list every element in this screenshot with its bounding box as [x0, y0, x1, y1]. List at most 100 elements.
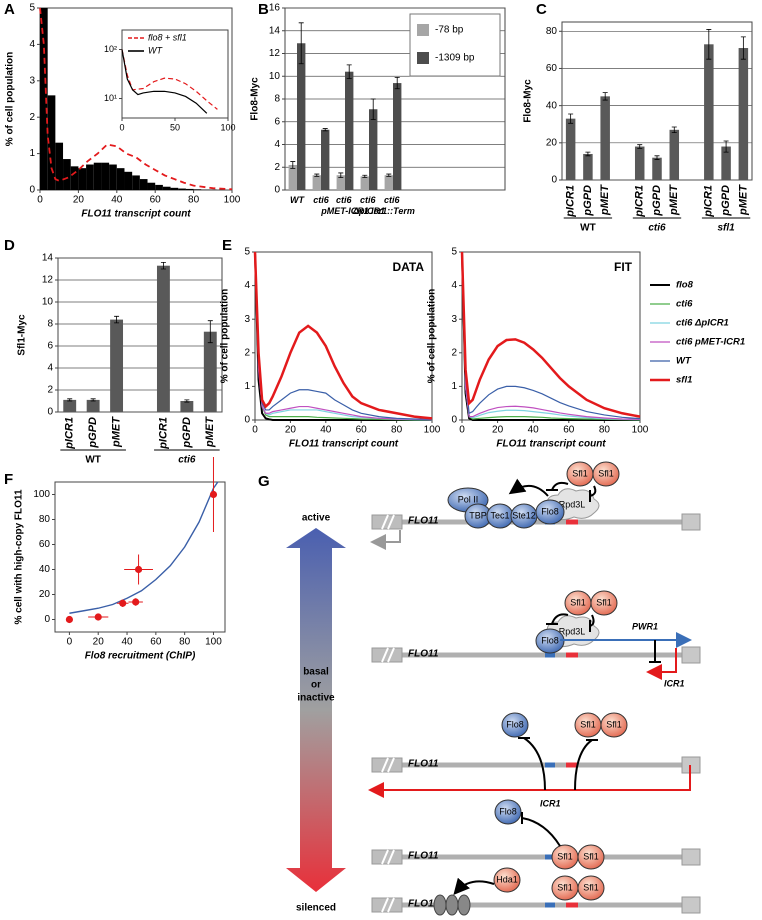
y-tick-label: 10²: [104, 44, 117, 54]
y-tick-label: 4: [244, 280, 250, 291]
y-tick-label: 1: [451, 381, 457, 392]
y-tick-label: 2: [244, 347, 250, 358]
gene-end: [681, 646, 701, 664]
x-axis-label: FLO11 transcript count: [289, 439, 399, 450]
y-axis-label: Sfl1-Myc: [17, 314, 28, 356]
y-axis-label: % of cell population: [427, 289, 438, 383]
protein-label: Sfl1: [557, 851, 573, 861]
x-tick-label: 100: [424, 425, 441, 436]
error-bar: [370, 98, 376, 120]
protein-label: Sfl1: [598, 468, 614, 478]
legend-box: [409, 13, 501, 77]
histogram-bar: [170, 187, 179, 190]
error-bar: [160, 262, 166, 270]
error-bar: [338, 172, 344, 178]
error-bar: [602, 92, 608, 101]
arrow: [574, 739, 593, 791]
x-tick-label: 80: [599, 425, 611, 436]
histogram-bar: [147, 182, 156, 190]
site: [545, 902, 555, 908]
bar: [738, 48, 749, 180]
point: [132, 598, 140, 606]
y-tick-label: 16: [269, 3, 281, 14]
panel-letter: A: [4, 1, 15, 18]
protein-label: Flo8: [541, 506, 559, 516]
gene-label: FLO11: [408, 649, 439, 660]
histogram-bar: [63, 159, 71, 190]
y-axis-label: % of cell population: [5, 52, 16, 146]
arrow: [521, 817, 561, 847]
x-tick-label: pMET: [737, 184, 749, 216]
histogram-bar: [47, 95, 56, 190]
panel-letter: B: [258, 1, 269, 18]
y-tick-label: 3: [244, 314, 250, 325]
series-line: [461, 251, 641, 420]
x-tick-label: pICR1: [157, 417, 169, 450]
legend-swatch: [417, 52, 429, 64]
arrow: [453, 877, 495, 896]
legend-label: WT: [148, 45, 163, 55]
bar: [360, 176, 369, 190]
arrow: [370, 530, 401, 550]
site: [566, 652, 578, 658]
y-tick-label: 10¹: [104, 93, 117, 103]
site: [545, 854, 555, 860]
arrow: [551, 613, 569, 625]
x-tick-label: 0: [67, 637, 73, 648]
y-tick-label: 4: [451, 280, 457, 291]
y-axis-label: Flo8-Myc: [523, 79, 534, 123]
point: [65, 615, 74, 624]
protein-label: Sfl1: [583, 851, 599, 861]
y-tick-label: 3: [451, 314, 457, 325]
protein-label: Sfl1: [572, 468, 588, 478]
chart-title: FIT: [614, 260, 633, 274]
y-tick-label: 80: [546, 26, 558, 37]
transcript-label: PWR1: [632, 621, 658, 631]
plot-frame: [461, 251, 641, 421]
y-tick-label: 6: [47, 341, 53, 352]
x-tick-label: pICR1: [565, 185, 577, 218]
error-bar: [386, 173, 392, 177]
arrow: [589, 485, 597, 497]
legend-label: cti6 pMET-ICR1: [676, 337, 745, 348]
site: [545, 762, 555, 768]
error-bar: [362, 174, 368, 178]
protein: [501, 712, 529, 738]
error-bar: [568, 113, 574, 124]
gene-end: [681, 848, 701, 866]
error-bar: [723, 140, 729, 153]
x-tick-label: 60: [150, 195, 162, 206]
bar: [110, 319, 124, 412]
bar: [297, 43, 306, 191]
histogram-bar: [155, 184, 163, 190]
point: [209, 490, 218, 499]
scale-label: active: [302, 513, 331, 524]
bar: [369, 109, 378, 190]
protein-label: Pol II: [458, 494, 479, 504]
y-tick-label: 1: [29, 148, 35, 159]
legend-label: flo8: [676, 280, 694, 291]
protein-label: Sfl1: [557, 882, 573, 892]
legend-swatch: [417, 24, 429, 36]
y-tick-label: 10: [42, 297, 54, 308]
histogram-bar: [116, 168, 125, 190]
x-tick-label: pGPD: [181, 417, 193, 449]
protein-label: Sfl1: [580, 719, 596, 729]
histogram-bar: [185, 188, 194, 190]
y-tick-label: 0: [244, 415, 250, 426]
bar: [393, 83, 402, 190]
x-tick-label: pMET: [110, 416, 122, 448]
x-tick-label: 80: [391, 425, 403, 436]
protein: [577, 844, 605, 870]
protein-label: Flo8: [506, 719, 524, 729]
x-tick-label: pMET: [599, 184, 611, 216]
protein-label: Hda1: [496, 874, 518, 884]
x-tick-label: 80: [188, 195, 200, 206]
error-bar: [184, 399, 190, 403]
x-tick-label: 20: [93, 637, 105, 648]
y-tick-label: 0: [451, 415, 457, 426]
protein-label: Tec1: [490, 510, 509, 520]
error-bar: [322, 128, 328, 132]
x-tick-label: pGPD: [651, 185, 663, 217]
